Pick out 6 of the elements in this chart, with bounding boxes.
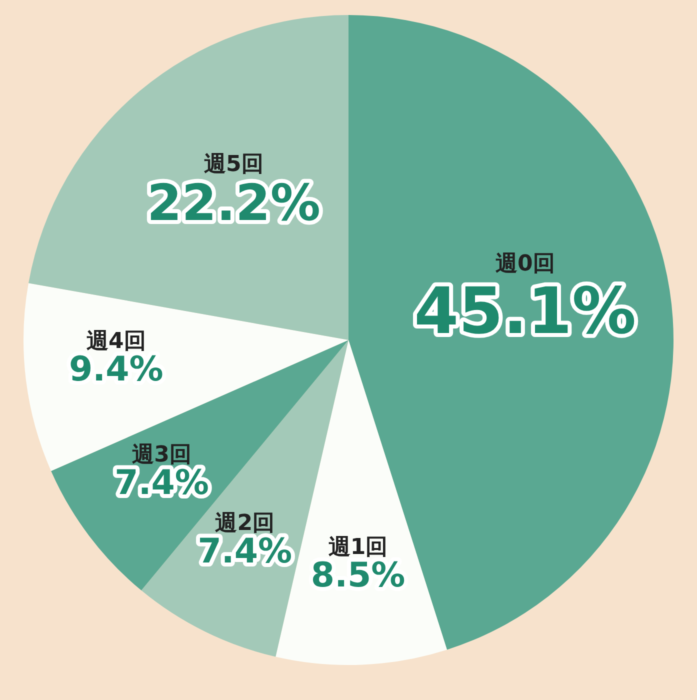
slice-label: 週1回 (328, 535, 388, 560)
data-label: 45.1% (414, 275, 636, 350)
slice-label: 週2回 (215, 511, 275, 536)
slice-label: 週3回 (132, 442, 192, 468)
slice-label: 週0回 (495, 251, 555, 276)
slice-label: 週4回 (86, 329, 146, 354)
